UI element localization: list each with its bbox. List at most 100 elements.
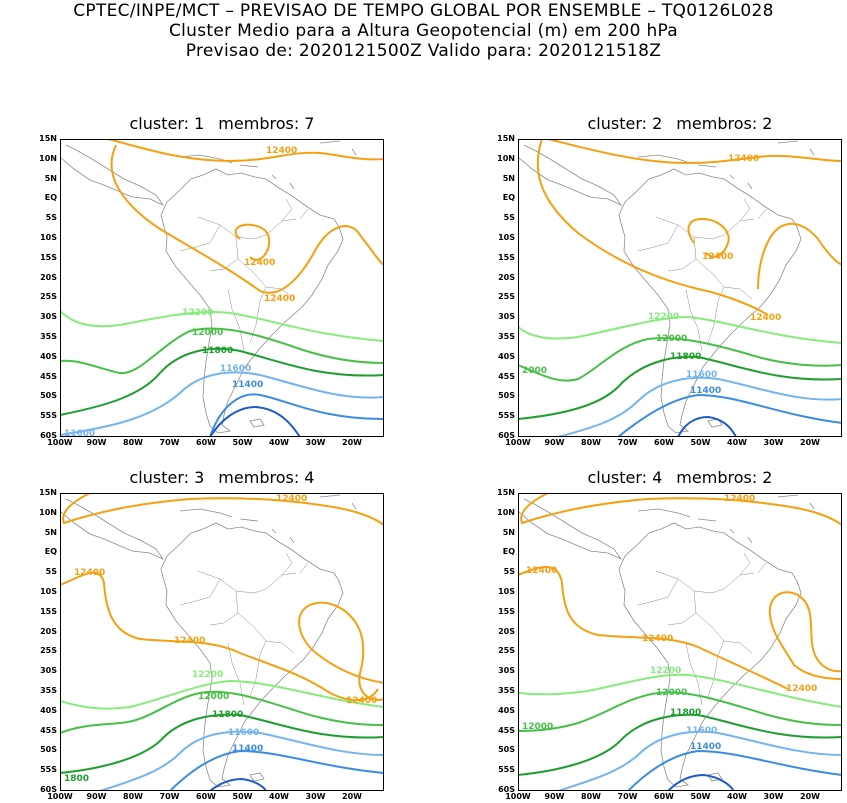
panel-2-label-g: 11600: [686, 370, 717, 380]
panel-2-contour-12200: [518, 315, 842, 344]
panel-2-lat-label: 5N: [502, 173, 515, 183]
panel-3-contour-12400-east: [298, 601, 384, 701]
panel-4-lon-label: 30W: [763, 792, 784, 801]
panel-3-lon-label: 70W: [159, 792, 180, 801]
panel-1-contour-12200: [60, 310, 384, 342]
panel-1-lat-label: 40S: [40, 351, 57, 361]
panel-3-lon-label: 80W: [123, 792, 143, 801]
panel-4-lat-label: 10S: [498, 587, 515, 596]
panel-4-lon-label: 60W: [654, 792, 674, 801]
panel-3-lat-label: 30S: [40, 666, 57, 676]
panel-1-lon-label: 30W: [305, 438, 326, 447]
panel-2-title: cluster: 2 membros: 2: [518, 114, 842, 133]
panel-3-label-a: 12400: [276, 494, 307, 504]
panel-3-coastline: [60, 494, 357, 788]
panel-3-contour-12000: [60, 690, 384, 734]
panel-2-label-e: 12000: [656, 334, 687, 344]
panel-1-lat-label: 5N: [44, 173, 57, 183]
panel-3-lat-label: 5N: [44, 527, 57, 537]
panel-4-lat-label: 5S: [503, 567, 515, 577]
panel-2-contour-12000: [518, 337, 842, 382]
panel-2-contour-11200: [677, 415, 737, 437]
panel-4-lat-label: 45S: [498, 725, 515, 735]
panel-3-label-d: 12400: [346, 696, 377, 706]
panel-3-lat-label: 15N: [39, 488, 57, 497]
panel-4-lon-label: 20W: [800, 792, 820, 801]
panel-2-lon-label: 60W: [654, 438, 674, 447]
panel-3-contour-11400: [169, 749, 384, 791]
panel-3-label-f: 12000: [198, 692, 229, 702]
panel-1-lat-label: 5S: [45, 213, 57, 223]
panel-1-label-h: 11400: [232, 380, 263, 390]
panel-3-lat-label: 35S: [40, 686, 57, 695]
panel-3-lon-label: 40W: [269, 792, 289, 801]
panel-4-lat-label: 30S: [498, 666, 515, 676]
panel-3-contour-11800: [60, 713, 384, 774]
panel-3-members: membros: 4: [218, 468, 315, 487]
panel-2-contour-12400-inner: [687, 217, 730, 258]
panel-3-lat-label: EQ: [44, 547, 57, 557]
panel-3-lon-label: 20W: [342, 792, 362, 801]
panel-3-lat-label: 10S: [40, 587, 57, 596]
panel-3-lon-label: 100W: [47, 792, 73, 801]
panel-4-members: membros: 2: [676, 468, 773, 487]
panel-2-contour-11600: [557, 376, 842, 437]
panel-3-cluster: cluster: 3: [129, 468, 205, 487]
panel-3-label-g: 11800: [212, 710, 243, 720]
panel-2-lat-label: 40S: [498, 351, 515, 361]
panel-4-contour-11200: [667, 773, 735, 791]
panel-4-lat-label: 5N: [502, 527, 515, 537]
panel-1-lat-label: 45S: [40, 371, 57, 381]
panel-1-lat-label: 20S: [40, 272, 57, 282]
panel-1-lat-label: 10S: [40, 233, 57, 242]
panel-3-lat-label: 45S: [40, 725, 57, 735]
panel-3-title: cluster: 3 membros: 4: [60, 468, 384, 487]
panel-2-lat-label: 35S: [498, 332, 515, 341]
panel-1-contour-11800: [60, 347, 384, 416]
panel-3-lon-label: 50W: [232, 792, 253, 801]
panel-4-map: 12400 12400 12400 12400 12200 12000 1180…: [518, 493, 842, 791]
panel-2-map: 12400 12400 12400 12200 12000 11800 1160…: [518, 139, 842, 437]
panel-2-coastline: [518, 140, 815, 434]
panel-2-contour-12400-north: [547, 139, 842, 165]
panel-3-label-b: 12400: [74, 568, 105, 578]
panel-1-cluster: cluster: 1: [129, 114, 205, 133]
panel-1-label-i: 11600: [64, 429, 95, 437]
panel-1-contour-11600: [60, 371, 384, 436]
panel-2-label-b: 12400: [702, 252, 733, 262]
panel-2-lat-label: 10N: [497, 153, 515, 163]
panel-4-contour-11600: [557, 730, 842, 791]
panel-1-lat-label: EQ: [44, 193, 57, 203]
panel-3-lat-label: 10N: [39, 507, 57, 517]
panel-2-lat-label: 15S: [498, 252, 515, 262]
panel-1-contour-12400-south: [110, 144, 384, 294]
panel-3-label-e: 12200: [192, 670, 223, 680]
panel-2-lon-label: 90W: [544, 438, 565, 447]
panel-2-lon-label: 80W: [581, 438, 601, 447]
panel-4-label-a: 12400: [724, 494, 755, 504]
panel-2-contour-12400-east: [757, 222, 842, 290]
panel-1-lon-label: 60W: [196, 438, 216, 447]
panel-4-cluster: cluster: 4: [587, 468, 663, 487]
panel-3-contour-12200: [60, 679, 384, 710]
panel-3-lat-label: 55S: [40, 765, 57, 775]
panel-4-lat-label: EQ: [502, 547, 515, 557]
panel-4-lat-label: 35S: [498, 686, 515, 695]
panel-2-lat-label: EQ: [502, 193, 515, 203]
panel-4-label-j: 12000: [522, 722, 553, 732]
panel-1-lon-label: 70W: [159, 438, 180, 447]
panel-1-lat-label: 55S: [40, 411, 57, 421]
panel-3-lat-label: 25S: [40, 646, 57, 656]
panel-2-lat-label: 25S: [498, 292, 515, 302]
panel-4-lon-label: 70W: [617, 792, 638, 801]
panel-3-lat-label: 40S: [40, 705, 57, 715]
panel-3-lon-label: 90W: [86, 792, 107, 801]
panel-4-contour-12400-south: [518, 566, 789, 690]
panel-1-contour-12000: [60, 327, 384, 375]
panel-4-contour-12000: [518, 691, 842, 732]
panel-2-contour-11800: [518, 355, 842, 420]
panel-3-lat-label: 20S: [40, 626, 57, 636]
panel-1-lat-label: 10N: [39, 153, 57, 163]
panel-2-lat-label: 15N: [497, 134, 515, 143]
panel-2-lat-label: 20S: [498, 272, 515, 282]
